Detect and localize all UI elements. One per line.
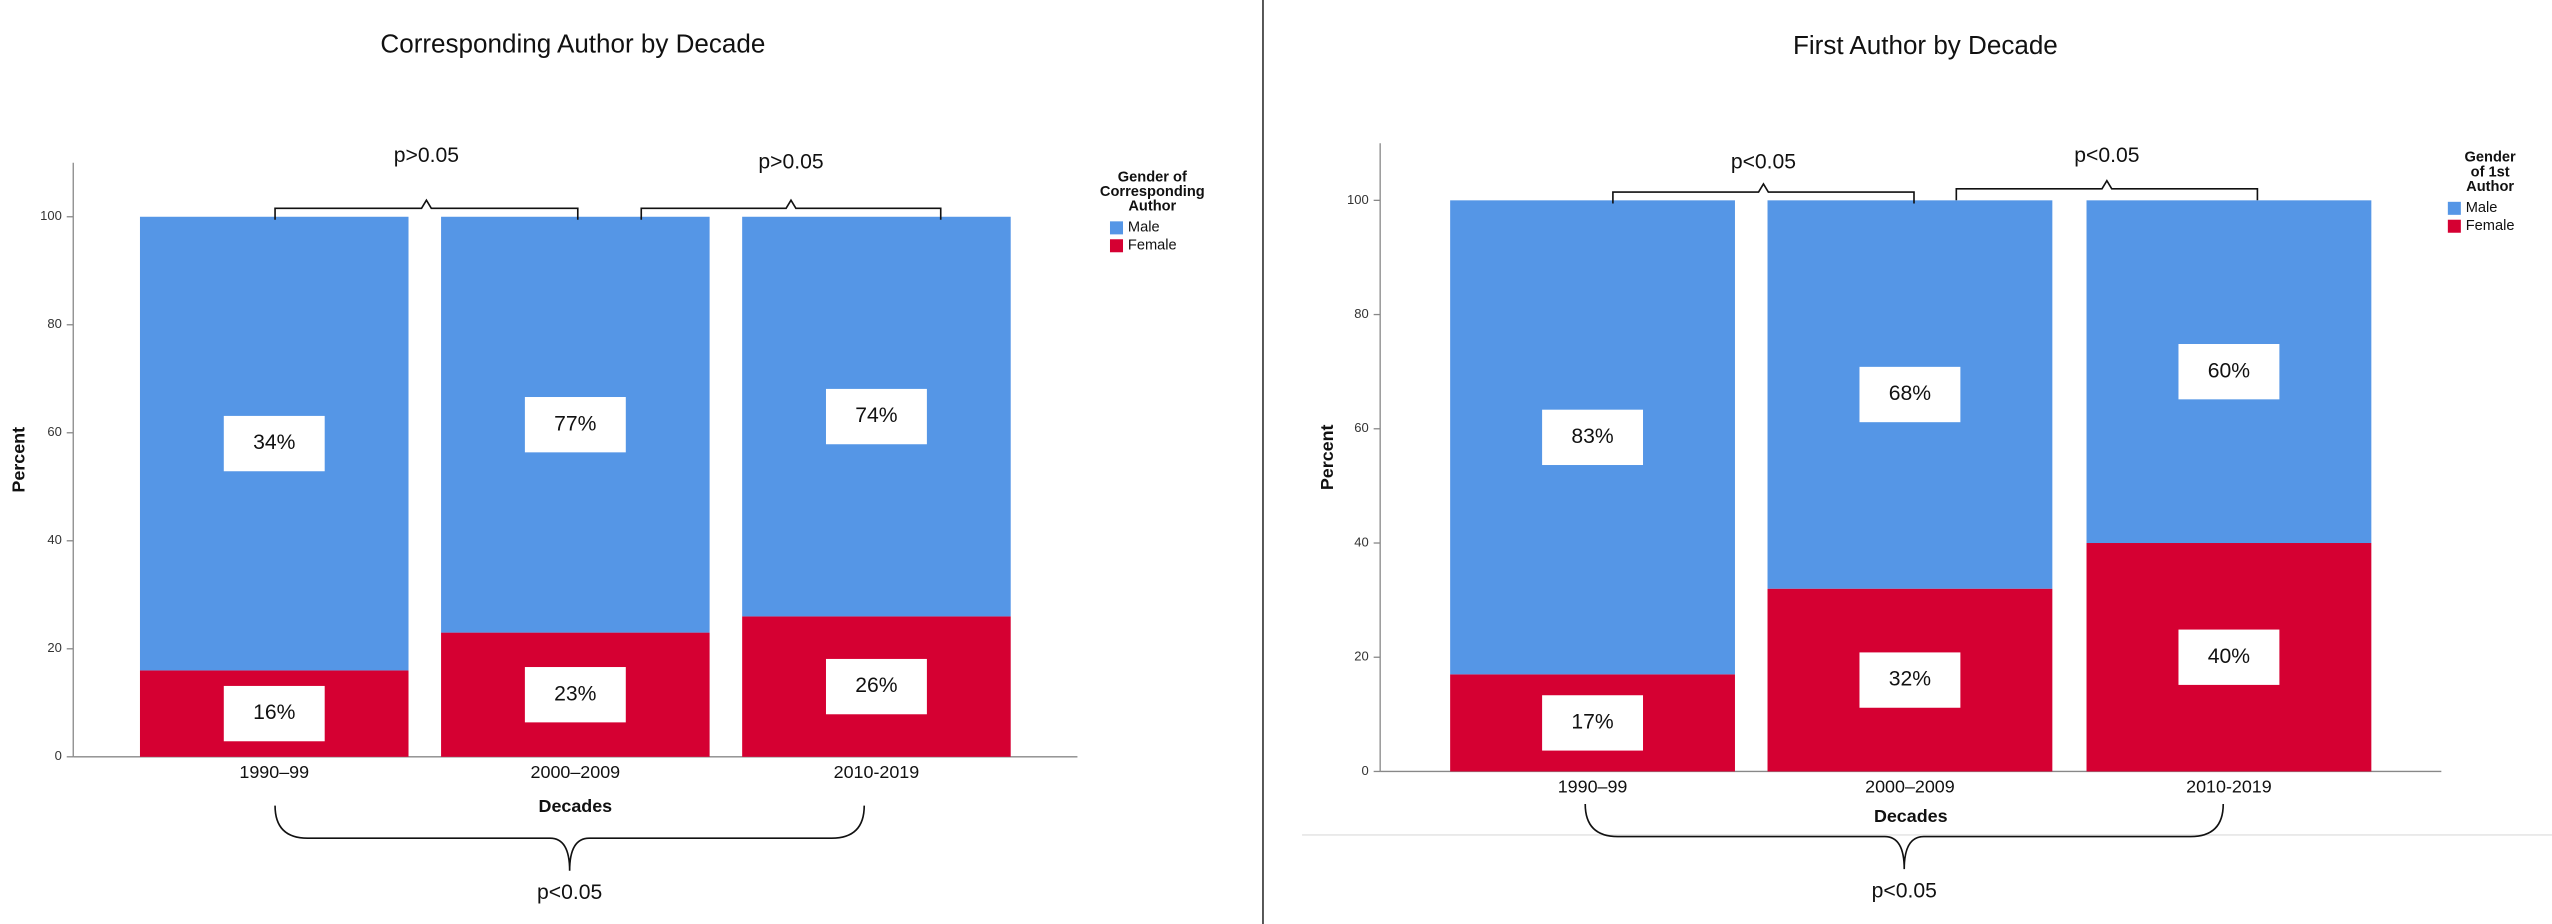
y-axis-title: Percent: [1317, 424, 1337, 490]
bracket: [274, 198, 579, 220]
annotation: p<0.05: [1872, 879, 1937, 902]
brace: [1584, 804, 2225, 870]
x-tick-label: 1990–99: [239, 762, 309, 782]
value-label-box: [825, 388, 927, 445]
value-label: 32%: [1889, 668, 1932, 691]
figure-content: Corresponding Author by Decade 0 20 40 60 80 1…: [8, 0, 2552, 924]
value-label: 17%: [1571, 711, 1614, 734]
x-tick-label: 2000–2009: [1865, 776, 1955, 796]
legend-swatch: [2447, 201, 2461, 215]
value-label: 23%: [554, 682, 597, 705]
y-tick-label: 40: [47, 532, 61, 547]
chart-title: First Author by Decade: [1793, 30, 2058, 60]
annotation: p<0.05: [1731, 150, 1796, 173]
value-label: 83%: [1571, 425, 1614, 448]
legend-label: Male: [2466, 200, 2498, 216]
y-tick-label: 100: [40, 208, 62, 223]
value-label: 74%: [855, 404, 898, 427]
legend-label: Female: [1128, 238, 1177, 254]
chart-title: Corresponding Author by Decade: [380, 28, 765, 58]
annotation: p<0.05: [537, 881, 602, 904]
value-label: 16%: [253, 701, 296, 724]
bracket: [1955, 179, 2259, 201]
annotation: p>0.05: [758, 150, 823, 173]
legend-title: Gender: [2465, 150, 2517, 166]
value-label-box: [524, 667, 626, 723]
value-label-box: [1859, 366, 1961, 423]
value-label-box: [524, 397, 626, 453]
value-label-box: [223, 685, 325, 742]
y-tick-label: 100: [1347, 192, 1369, 207]
value-label: 26%: [855, 674, 898, 697]
x-tick-label: 2010-2019: [2186, 776, 2272, 796]
legend-label: Female: [2466, 218, 2515, 234]
legend-label: Male: [1128, 220, 1160, 236]
value-label: 40%: [2208, 645, 2251, 668]
annotation: p<0.05: [2074, 144, 2139, 167]
brace: [274, 805, 866, 871]
y-axis-title: Percent: [8, 427, 28, 493]
y-tick-label: 20: [1354, 649, 1368, 664]
y-tick-label: 80: [47, 316, 61, 331]
x-axis-title: Decades: [1874, 806, 1948, 826]
value-label-box: [1542, 695, 1644, 751]
value-label: 34%: [253, 431, 296, 454]
y-tick-label: 0: [55, 748, 62, 763]
value-label: 77%: [554, 412, 597, 435]
legend-title: Author: [1128, 199, 1176, 215]
y-tick-label: 0: [1362, 763, 1369, 778]
value-label-box: [2178, 629, 2280, 685]
bracket: [1612, 182, 1915, 204]
x-tick-label: 2010-2019: [834, 762, 920, 782]
value-label-box: [2178, 344, 2280, 400]
legend-title: Author: [2466, 179, 2514, 195]
y-tick-label: 60: [1354, 420, 1368, 435]
bracket: [640, 198, 942, 220]
legend-swatch: [1109, 239, 1124, 253]
value-label-box: [1542, 409, 1644, 466]
value-label-box: [825, 658, 927, 715]
value-label-box: [223, 415, 325, 472]
x-tick-label: 2000–2009: [531, 762, 621, 782]
y-tick-label: 40: [1354, 534, 1368, 549]
value-label: 60%: [2208, 359, 2251, 382]
x-axis-title: Decades: [539, 796, 613, 816]
legend-title: of 1st: [2471, 164, 2510, 180]
y-tick-label: 20: [47, 640, 61, 655]
value-label: 68%: [1889, 382, 1932, 405]
x-tick-label: 1990–99: [1558, 776, 1628, 796]
legend-swatch: [2447, 219, 2461, 233]
annotation: p>0.05: [394, 144, 459, 167]
legend-swatch: [1109, 221, 1124, 235]
y-tick-label: 80: [1354, 306, 1368, 321]
legend-title: Gender of: [1118, 169, 1187, 185]
value-label-box: [1859, 652, 1961, 708]
y-tick-label: 60: [47, 424, 61, 439]
legend-title: Corresponding: [1100, 184, 1205, 200]
